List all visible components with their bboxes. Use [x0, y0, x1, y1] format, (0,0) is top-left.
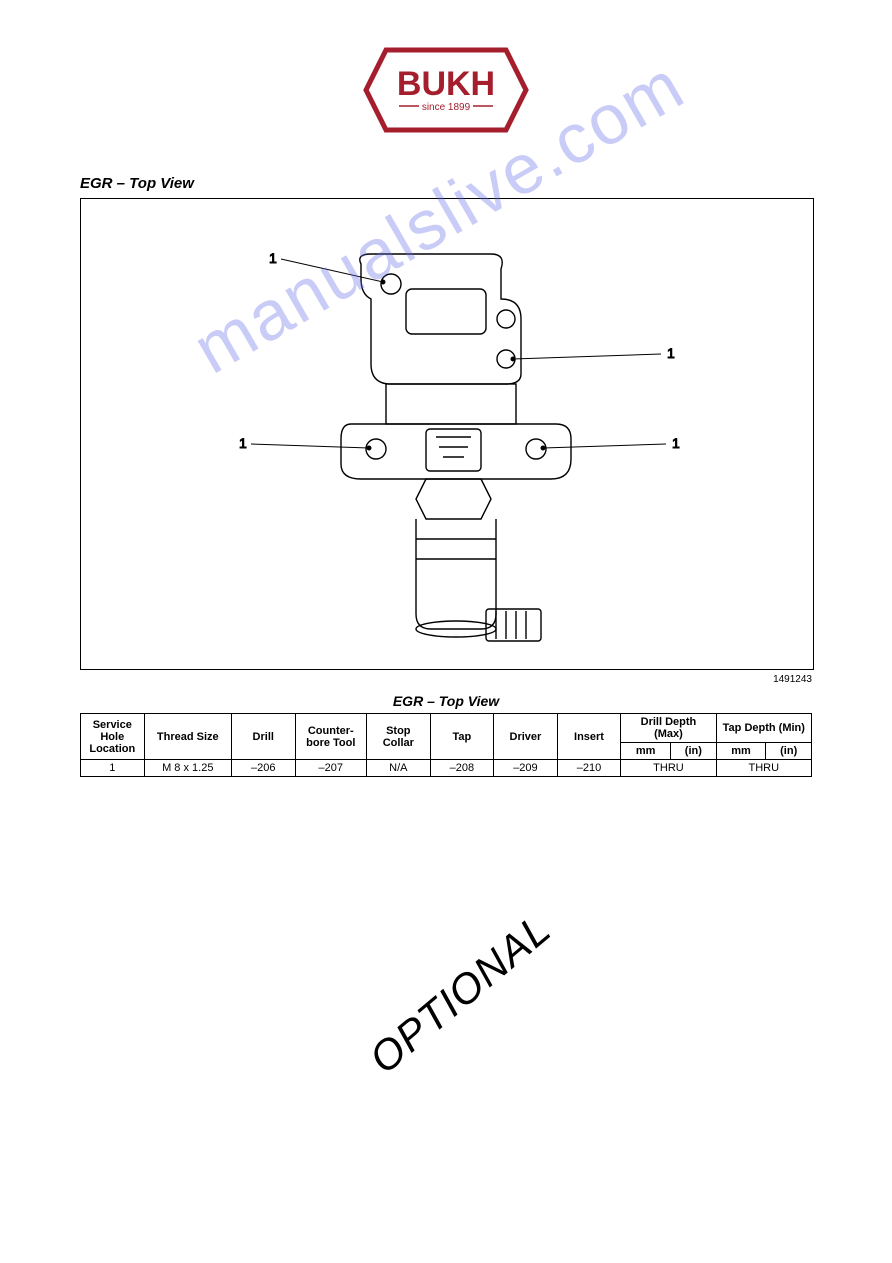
col-service-hole: Service Hole Location: [81, 714, 145, 760]
callout-1-br: 1: [672, 435, 680, 451]
col-counter-bore: Counter-bore Tool: [295, 714, 367, 760]
col-drill-depth: Drill Depth (Max): [621, 714, 716, 743]
cell-drill-depth: THRU: [621, 760, 716, 777]
cell-counter-bore: –207: [295, 760, 367, 777]
col-driver: Driver: [494, 714, 558, 760]
table-header-row-1: Service Hole Location Thread Size Drill …: [81, 714, 812, 743]
col-tap: Tap: [430, 714, 494, 760]
cell-service-hole: 1: [81, 760, 145, 777]
callout-1-bl: 1: [239, 435, 247, 451]
col-tap-mm: mm: [716, 743, 766, 760]
section-title: EGR – Top View: [80, 175, 812, 192]
logo-sub-text: since 1899: [422, 102, 471, 113]
spec-table: Service Hole Location Thread Size Drill …: [80, 713, 812, 777]
col-insert: Insert: [557, 714, 621, 760]
col-drill-in: (in): [671, 743, 717, 760]
cell-driver: –209: [494, 760, 558, 777]
col-thread-size: Thread Size: [144, 714, 231, 760]
figure-number: 1491243: [80, 674, 812, 685]
col-drill-mm: mm: [621, 743, 671, 760]
egr-diagram: 1 1 1 1: [81, 199, 813, 669]
table-title: EGR – Top View: [80, 693, 812, 709]
cell-drill: –206: [231, 760, 295, 777]
callout-1-tr: 1: [667, 345, 675, 361]
cell-insert: –210: [557, 760, 621, 777]
table-row: 1 M 8 x 1.25 –206 –207 N/A –208 –209 –21…: [81, 760, 812, 777]
watermark-optional: OPTIONAL: [360, 905, 560, 1083]
col-stop-collar: Stop Collar: [367, 714, 431, 760]
col-tap-depth: Tap Depth (Min): [716, 714, 811, 743]
bukh-logo: BUKH since 1899: [361, 40, 531, 140]
logo-main-text: BUKH: [397, 65, 495, 103]
cell-stop-collar: N/A: [367, 760, 431, 777]
logo-container: BUKH since 1899: [80, 40, 812, 145]
cell-thread-size: M 8 x 1.25: [144, 760, 231, 777]
diagram-container: 1 1 1 1: [80, 198, 814, 670]
col-drill: Drill: [231, 714, 295, 760]
col-tap-in: (in): [766, 743, 812, 760]
cell-tap-depth: THRU: [716, 760, 811, 777]
callout-1-tl: 1: [269, 250, 277, 266]
cell-tap: –208: [430, 760, 494, 777]
